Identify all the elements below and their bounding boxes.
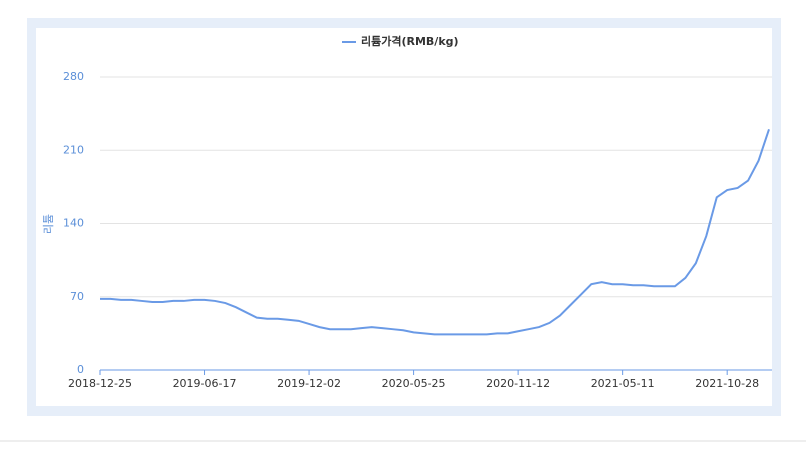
x-tick-label: 2019-06-17: [173, 377, 237, 390]
y-tick-label: 140: [63, 217, 84, 230]
y-tick-label: 0: [77, 363, 84, 376]
x-tick-label: 2020-05-25: [382, 377, 446, 390]
x-tick-label: 2018-12-25: [68, 377, 132, 390]
y-axis-title: 리튬: [42, 214, 55, 234]
panel: [36, 28, 772, 406]
series-line: [100, 129, 770, 336]
legend-label: 리튬가격(RMB/kg): [361, 34, 459, 48]
y-tick-label: 70: [70, 290, 84, 303]
x-tick-label: 2021-05-11: [591, 377, 655, 390]
y-tick-label: 280: [63, 70, 84, 83]
y-tick-label: 210: [63, 143, 84, 156]
x-tick-label: 2020-11-12: [486, 377, 550, 390]
x-tick-label: 2019-12-02: [277, 377, 341, 390]
x-tick-label: 2021-10-28: [695, 377, 759, 390]
